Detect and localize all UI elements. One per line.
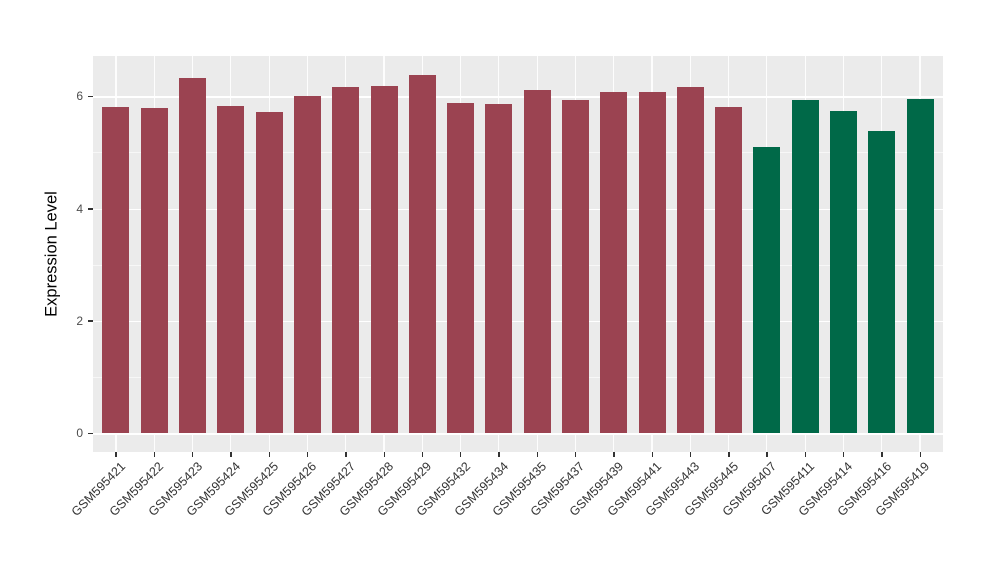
- y-tick-label: 4: [76, 201, 83, 216]
- bar-GSM595414: [829, 110, 857, 434]
- minor-gridline: [93, 152, 943, 154]
- x-tick-mark: [460, 452, 462, 457]
- x-tick-mark: [613, 452, 615, 457]
- bar-GSM595423: [179, 77, 207, 434]
- x-tick-mark: [115, 452, 117, 457]
- x-tick-mark: [651, 452, 653, 457]
- bar-GSM595416: [868, 131, 896, 434]
- bar-GSM595429: [408, 74, 436, 434]
- minor-gridline: [93, 377, 943, 379]
- bar-GSM595432: [447, 103, 475, 434]
- y-tick-label: 0: [76, 426, 83, 441]
- bar-GSM595445: [715, 106, 743, 434]
- bar-GSM595437: [561, 99, 589, 434]
- x-tick-mark: [536, 452, 539, 457]
- x-tick-mark: [383, 452, 385, 457]
- x-tick-mark: [345, 452, 347, 457]
- x-tick-mark: [842, 452, 845, 457]
- y-tick-mark: [88, 95, 93, 98]
- x-tick-mark: [574, 452, 577, 457]
- y-tick-mark: [88, 320, 93, 322]
- bar-GSM595443: [676, 86, 704, 434]
- bar-GSM595435: [523, 89, 551, 434]
- x-tick-mark: [919, 452, 921, 457]
- x-tick-mark: [804, 452, 807, 457]
- bar-GSM595424: [217, 105, 245, 434]
- plot-panel: [93, 56, 943, 452]
- bar-GSM595434: [485, 104, 513, 434]
- x-tick-mark: [192, 452, 194, 457]
- x-tick-mark: [881, 452, 883, 457]
- y-tick-label: 2: [76, 313, 83, 328]
- bar-GSM595428: [370, 85, 398, 434]
- x-tick-mark: [498, 452, 500, 457]
- major-gridline: [93, 433, 943, 435]
- x-tick-mark: [153, 452, 156, 457]
- y-tick-mark: [88, 208, 93, 210]
- bar-GSM595439: [600, 92, 628, 434]
- minor-gridline: [93, 264, 943, 266]
- x-tick-mark: [268, 452, 271, 457]
- bar-GSM595426: [293, 95, 321, 434]
- bar-GSM595425: [255, 112, 283, 434]
- bar-GSM595407: [753, 146, 781, 434]
- x-tick-mark: [306, 452, 309, 457]
- bar-GSM595411: [791, 100, 819, 434]
- major-gridline: [93, 96, 943, 98]
- bar-GSM595441: [638, 92, 666, 434]
- major-gridline: [93, 208, 943, 211]
- bar-GSM595422: [140, 107, 168, 434]
- x-tick-mark: [421, 452, 424, 457]
- bar-GSM595427: [332, 87, 360, 434]
- y-tick-mark: [88, 432, 93, 435]
- x-tick-mark: [230, 452, 232, 457]
- x-tick-mark: [766, 452, 768, 457]
- bar-GSM595421: [102, 106, 130, 434]
- x-tick-mark: [728, 452, 730, 457]
- y-axis-title: Expression Level: [42, 191, 61, 317]
- y-tick-label: 6: [76, 89, 83, 104]
- bar-GSM595419: [906, 98, 934, 434]
- x-tick-mark: [689, 452, 692, 457]
- major-gridline: [93, 320, 943, 323]
